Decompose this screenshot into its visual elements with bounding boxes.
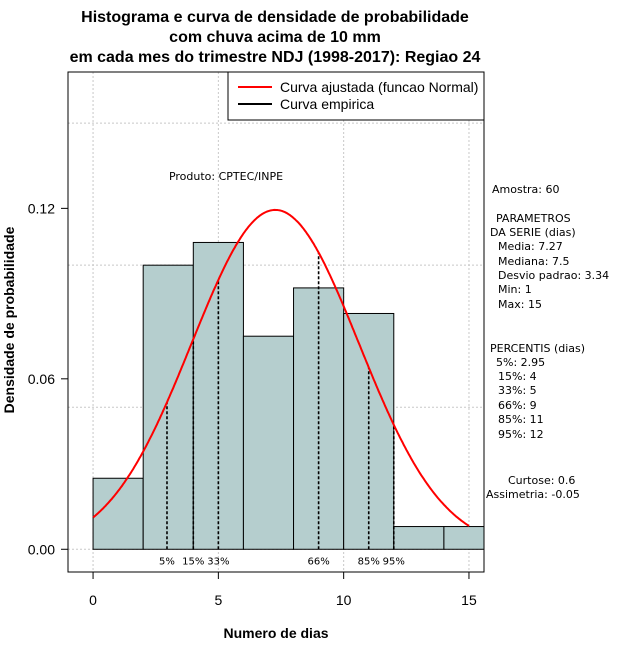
- stat-p5: 5%: 2.95: [496, 356, 545, 369]
- chart-title-line-3: em cada mes do trimestre NDJ (1998-2017)…: [70, 49, 481, 66]
- y-tick-label-2: 0.12: [28, 200, 55, 216]
- stat-media: Media: 7.27: [498, 240, 563, 253]
- x-tick-label-2: 10: [336, 592, 352, 608]
- stat-p33: 33%: 5: [498, 384, 537, 397]
- percentile-label-0: 5%: [159, 556, 175, 567]
- histogram-bar-3: [242, 335, 295, 550]
- histogram-bar-7: [443, 526, 485, 550]
- percentile-label-5: 95%: [383, 556, 405, 567]
- percentile-label-2: 33%: [207, 556, 229, 567]
- stat-curtose: Curtose: 0.6: [508, 474, 575, 487]
- y-tick-label-0: 0.00: [28, 541, 55, 557]
- y-axis: 0.00 0.06 0.12: [28, 200, 68, 557]
- histogram-bar-6: [393, 526, 445, 550]
- legend: Curva ajustada (funcao Normal) Curva emp…: [227, 71, 485, 121]
- stat-p95: 95%: 12: [498, 428, 544, 441]
- stat-percentis-title: PERCENTIS (dias): [490, 342, 585, 355]
- x-tick-label-1: 5: [214, 592, 222, 608]
- y-axis-title: Densidade de probabilidade: [1, 226, 17, 413]
- x-axis-title: Numero de dias: [223, 625, 328, 641]
- stat-max: Max: 15: [498, 298, 542, 311]
- y-tick-label-1: 0.06: [28, 371, 55, 387]
- stat-desvio: Desvio padrao: 3.34: [498, 269, 609, 282]
- normal-curve-line: [92, 208, 470, 527]
- product-annotation: Produto: CPTEC/INPE: [169, 170, 283, 183]
- histogram-bar-1: [142, 264, 194, 550]
- percentile-label-4: 85%: [358, 556, 380, 567]
- x-axis: 0 5 10 15: [89, 571, 477, 608]
- x-tick-label-0: 0: [89, 592, 97, 608]
- percentile-labels: 5% 15% 33% 66% 85% 95%: [159, 556, 405, 567]
- stat-mediana: Mediana: 7.5: [498, 255, 569, 268]
- stat-p85: 85%: 11: [498, 413, 544, 426]
- stat-p66: 66%: 9: [498, 399, 537, 412]
- x-tick-label-3: 15: [461, 592, 477, 608]
- stat-parametros-sub: DA SERIE (dias): [490, 226, 576, 239]
- stats-panel: Amostra: 60 PARAMETROS DA SERIE (dias) M…: [486, 183, 609, 501]
- percentile-label-3: 66%: [307, 556, 329, 567]
- percentile-lines: [166, 252, 395, 550]
- histogram-bar-0: [92, 477, 144, 550]
- legend-label-normal: Curva ajustada (funcao Normal): [280, 79, 478, 95]
- stat-amostra: Amostra: 60: [492, 183, 559, 196]
- percentile-label-1: 15%: [182, 556, 204, 567]
- histogram-bars: [92, 241, 485, 550]
- stat-assimetria: Assimetria: -0.05: [486, 488, 580, 501]
- chart-title-line-2: com chuva acima de 10 mm: [169, 29, 381, 46]
- legend-box: [227, 71, 485, 121]
- stat-parametros-title: PARAMETROS: [496, 212, 571, 225]
- normal-curve-group: [92, 208, 470, 527]
- legend-label-empirical: Curva empirica: [280, 96, 374, 112]
- stat-min: Min: 1: [498, 283, 532, 296]
- chart-title-line-1: Histograma e curva de densidade de proba…: [81, 9, 469, 26]
- stat-p15: 15%: 4: [498, 370, 537, 383]
